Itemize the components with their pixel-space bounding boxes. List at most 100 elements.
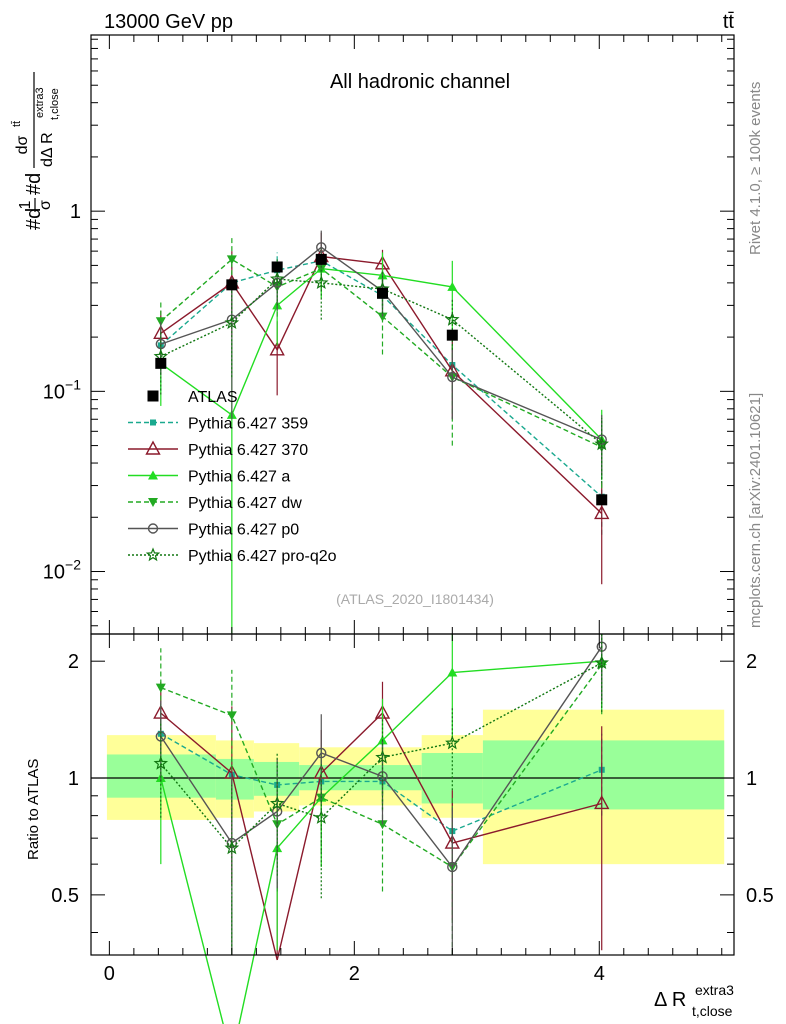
- marker-shape: [445, 735, 460, 750]
- legend-marker-pythia-6-427-370: [145, 440, 161, 455]
- marker-shape: [446, 329, 458, 341]
- main-series-pythia-6-427-a: [155, 247, 607, 634]
- main-point-pythia-6-427-dw-0: [155, 317, 166, 327]
- marker-shape: [313, 275, 329, 290]
- marker-shape: [226, 279, 238, 291]
- main-title: All hadronic channel: [330, 71, 510, 93]
- marker-shape: [594, 794, 610, 810]
- main-point-pythia-6-427-dw-3: [316, 264, 327, 274]
- xtick-label-2: 4: [594, 963, 605, 985]
- legend-label-atlas: ATLAS: [188, 389, 238, 406]
- marker-shape: [447, 281, 458, 291]
- xlabel-sup: extra3: [695, 982, 734, 998]
- marker-shape: [447, 371, 458, 383]
- ratio-point-pythia-6-427-pro-q2o-5: [445, 735, 460, 750]
- ylabel-prefix: #d: [23, 208, 45, 230]
- energy-label: 13000 GeV pp: [104, 11, 233, 33]
- main-ytick-base-2: 1: [70, 201, 81, 223]
- marker-shape: [224, 315, 240, 330]
- main-point-pythia-6-427-pro-q2o-3: [313, 275, 329, 290]
- ratio-point-pythia-6-427-dw-4: [377, 820, 388, 830]
- ratio-point-pythia-6-427-pro-q2o-0: [153, 755, 169, 770]
- marker-shape: [155, 317, 166, 327]
- marker-shape: [316, 264, 327, 274]
- band-inner-bin-2: [253, 761, 300, 796]
- main-ytick-label-2: 1: [70, 201, 81, 223]
- legend-label-pythia-6-427-p0: Pythia 6.427 p0: [188, 522, 299, 539]
- main-panel-atlas-data: [155, 253, 608, 506]
- legend-marker-atlas: [147, 390, 159, 402]
- main-point-pythia-6-427-pro-q2o-1: [224, 315, 240, 330]
- ratio-ytick-label-1: 1: [68, 768, 79, 790]
- ylabel-frac2-num: dσ: [14, 135, 31, 154]
- legend-item-pythia-6-427-pro-q2o: Pythia 6.427 pro-q2o: [128, 547, 337, 565]
- legend-label-pythia-6-427-370: Pythia 6.427 370: [188, 442, 308, 459]
- atlas-point-4: [376, 287, 388, 299]
- marker-shape: [445, 311, 460, 326]
- marker-shape: [155, 683, 166, 693]
- marker-shape: [269, 271, 285, 286]
- ylabel-frac2-den: dΔ R: [39, 132, 56, 167]
- marker-shape: [155, 357, 167, 369]
- ratio-point-pythia-6-427-pro-q2o-4: [375, 749, 390, 764]
- ratio-ytick-label-right-0: 0.5: [746, 885, 774, 907]
- ylabel-frac2-den-sup: extra3: [34, 87, 46, 118]
- main-ytick-base-1: 10: [43, 381, 65, 403]
- legend-marker-pythia-6-427-359: [150, 419, 156, 426]
- process-label: tt̄: [723, 11, 735, 33]
- marker-shape: [145, 440, 161, 455]
- main-point-pythia-6-427-370-2: [269, 341, 285, 356]
- main-point-pythia-6-427-pro-q2o-2: [269, 271, 285, 286]
- atlas-point-3: [315, 253, 327, 265]
- main-point-pythia-6-427-p0-6: [596, 434, 607, 445]
- legend-label-pythia-6-427-a: Pythia 6.427 a: [188, 469, 290, 486]
- main-point-pythia-6-427-a-5: [447, 281, 458, 291]
- marker-shape: [269, 795, 285, 810]
- ylabel-frac1-den: σ: [37, 200, 54, 210]
- ratio-point-pythia-6-427-pro-q2o-1: [224, 840, 240, 855]
- legend-item-pythia-6-427-a: Pythia 6.427 a: [128, 469, 290, 486]
- legend-item-pythia-6-427-359: Pythia 6.427 359: [128, 416, 308, 433]
- atlas-point-5: [446, 329, 458, 341]
- legend-marker-pythia-6-427-pro-q2o: [145, 547, 161, 562]
- marker-shape: [153, 755, 169, 770]
- main-point-pythia-6-427-p0-5: [447, 371, 458, 383]
- main-y-axis-label: #d 1 σ #d dσ tt̄ dΔ R t,close extra3: [11, 72, 61, 230]
- ylabel-mid: #d: [23, 173, 45, 195]
- marker-shape: [148, 498, 158, 507]
- marker-shape: [375, 749, 390, 764]
- marker-shape: [147, 390, 159, 402]
- ratio-point-pythia-6-427-dw-1: [226, 711, 237, 721]
- marker-shape: [224, 840, 240, 855]
- main-series-pythia-6-427-p0: [155, 230, 607, 476]
- marker-shape: [377, 312, 388, 322]
- main-ytick-label-1: 10−1: [43, 376, 81, 403]
- xlabel-sub: t,close: [692, 1003, 733, 1019]
- marker-shape: [377, 820, 388, 830]
- marker-shape: [315, 253, 327, 265]
- x-axis-label: Δ R extra3 t,close: [654, 982, 734, 1019]
- main-point-pythia-6-427-pro-q2o-5: [445, 311, 460, 326]
- main-point-pythia-6-427-pro-q2o-6: [594, 436, 609, 451]
- legend: ATLAS Pythia 6.427 359 Pythia 6.427 370 Pyt…: [128, 389, 337, 565]
- ratio-point-pythia-6-427-a-5: [447, 667, 458, 677]
- marker-shape: [150, 419, 156, 426]
- ratio-point-pythia-6-427-370-6: [594, 794, 610, 810]
- marker-shape: [148, 470, 158, 480]
- legend-label-pythia-6-427-359: Pythia 6.427 359: [188, 416, 308, 433]
- ratio-y-axis-label: Ratio to ATLAS: [25, 759, 42, 860]
- ratio-point-pythia-6-427-dw-0: [155, 683, 166, 693]
- marker-shape: [594, 436, 609, 451]
- marker-shape: [316, 242, 327, 253]
- ratio-point-pythia-6-427-p0-3: [316, 747, 327, 759]
- ratio-panel-frame: [90, 633, 735, 956]
- marker-shape: [226, 711, 237, 721]
- atlas-point-6: [596, 494, 608, 506]
- legend-item-pythia-6-427-370: Pythia 6.427 370: [128, 440, 308, 459]
- atlas-point-1: [226, 279, 238, 291]
- ylabel-frac2-num-sup: tt̄: [11, 121, 23, 127]
- legend-item-atlas: ATLAS: [147, 389, 238, 406]
- main-point-pythia-6-427-dw-1: [226, 255, 237, 265]
- mcplots-label: mcplots.cern.ch [arXiv:2401.10621]: [747, 393, 764, 628]
